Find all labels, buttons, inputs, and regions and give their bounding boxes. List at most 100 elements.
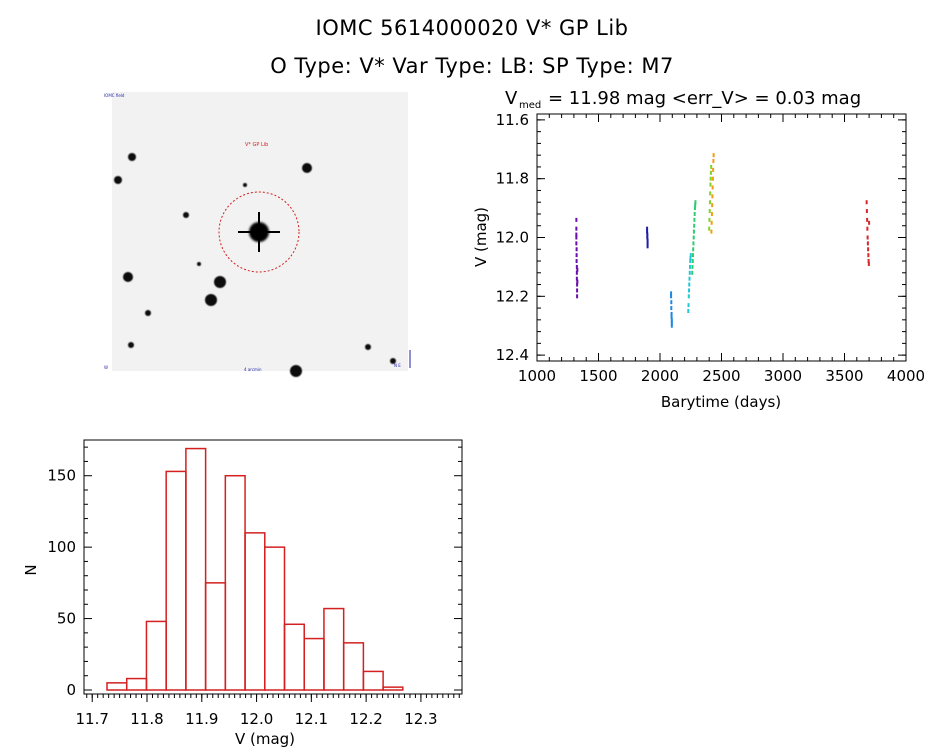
hist-ytick-label: 0 (66, 681, 76, 699)
hist-bar (264, 546, 286, 691)
hist-xtick-label: 12.2 (349, 710, 382, 728)
lc-point (670, 311, 673, 316)
lc-point (575, 217, 578, 222)
lc-point (646, 229, 649, 234)
lc-point (708, 226, 711, 231)
lc-xtick-label: 1000 (518, 367, 556, 385)
hist-ytick-label: 50 (57, 610, 76, 628)
lc-point (670, 320, 673, 325)
lc-point (646, 232, 649, 237)
lc-point (867, 247, 870, 252)
lc-point (866, 241, 869, 246)
lc-point (670, 314, 673, 319)
lc-point (646, 235, 649, 240)
lc-point (575, 253, 578, 258)
lc-point (868, 220, 871, 225)
lc-point (709, 176, 712, 181)
hist-xtick-label: 11.7 (76, 710, 109, 728)
lc-point (646, 238, 649, 243)
lc-point (694, 200, 697, 205)
hist-bar (185, 447, 207, 691)
lc-point (866, 226, 869, 231)
field-star (243, 183, 247, 187)
lc-point (689, 259, 692, 264)
field-star (205, 294, 217, 306)
hist-bar (244, 532, 266, 691)
finder-corner-label: IOMC field (104, 93, 125, 98)
lc-point (710, 229, 713, 234)
field-star (290, 365, 302, 377)
lc-title-sub: med (519, 100, 541, 111)
lc-ytick-label: 12.4 (496, 346, 529, 364)
lc-point (692, 229, 695, 234)
lc-point (575, 247, 578, 252)
lc-point (670, 300, 673, 305)
lc-ytick-label: 11.6 (496, 111, 529, 129)
lc-point (708, 200, 711, 205)
hist-bar (362, 670, 384, 691)
lc-point (708, 209, 711, 214)
lc-point (712, 159, 715, 164)
finder-image: V* GP Lib IOMC field W 4 arcmin N E (104, 92, 411, 377)
lc-ytick-label: 12.2 (496, 287, 529, 305)
target-star (238, 212, 280, 252)
light-curve-plot: V med = 11.98 mag <err_V> = 0.03 mag 100… (472, 88, 925, 411)
field-star (114, 176, 122, 184)
chart-subtitle: O Type: V* Var Type: LB: SP Type: M7 (270, 54, 674, 78)
lc-ytick-label: 12.0 (496, 229, 529, 247)
hist-ytick-label: 150 (47, 467, 76, 485)
field-star (123, 272, 133, 282)
lc-point (688, 276, 691, 281)
lc-point (693, 217, 696, 222)
lc-xtick-label: 4000 (887, 367, 925, 385)
finder-stars (114, 153, 396, 377)
hist-bar (145, 620, 167, 691)
field-star (214, 276, 226, 288)
lc-point (867, 261, 870, 266)
hist-bar (125, 677, 148, 691)
finder-bottom-left-label: W (104, 365, 108, 370)
lc-point (646, 241, 649, 246)
lc-point (576, 294, 579, 299)
field-star (390, 358, 396, 364)
lc-point (691, 259, 694, 264)
hist-bar (342, 642, 365, 691)
lc-point (575, 226, 578, 231)
lc-point (693, 211, 696, 216)
lc-point (693, 223, 696, 228)
lc-ticks: 1000 1500 2000 2500 3000 3500 4000 11.6 11.8 12.0… (496, 111, 926, 385)
lc-point (691, 264, 694, 269)
lc-point (670, 317, 673, 322)
hist-bar (283, 623, 305, 691)
lc-point (711, 185, 714, 190)
hist-bar (323, 607, 345, 691)
lc-point (670, 294, 673, 299)
lc-point (689, 264, 692, 269)
lc-point (576, 282, 579, 287)
lc-xtick-label: 2000 (641, 367, 679, 385)
hist-ticks: 11.7 11.8 11.9 12.0 12.1 12.2 12.3 0 50 100 150 (47, 446, 462, 728)
lc-xtick-label: 2500 (702, 367, 740, 385)
lc-point (688, 282, 691, 287)
lc-point (575, 232, 578, 237)
lc-point (670, 306, 673, 311)
lc-ylabel: V (mag) (472, 207, 490, 267)
lc-point (866, 217, 869, 222)
lc-xtick-label: 3500 (825, 367, 863, 385)
lc-point (691, 253, 694, 258)
lc-point (646, 244, 649, 249)
lc-point (692, 241, 695, 246)
lc-point (576, 267, 579, 272)
lc-point (689, 253, 692, 258)
lc-point (575, 259, 578, 264)
lc-point (687, 303, 690, 308)
hist-bar (303, 637, 325, 691)
lc-point (691, 270, 694, 275)
lc-point (712, 153, 715, 158)
hist-xtick-label: 11.9 (185, 710, 218, 728)
lc-point (689, 256, 692, 261)
hist-bar (106, 682, 128, 691)
lc-title-v: V (505, 88, 518, 109)
finder-scale-label: 4 arcmin (244, 367, 262, 372)
